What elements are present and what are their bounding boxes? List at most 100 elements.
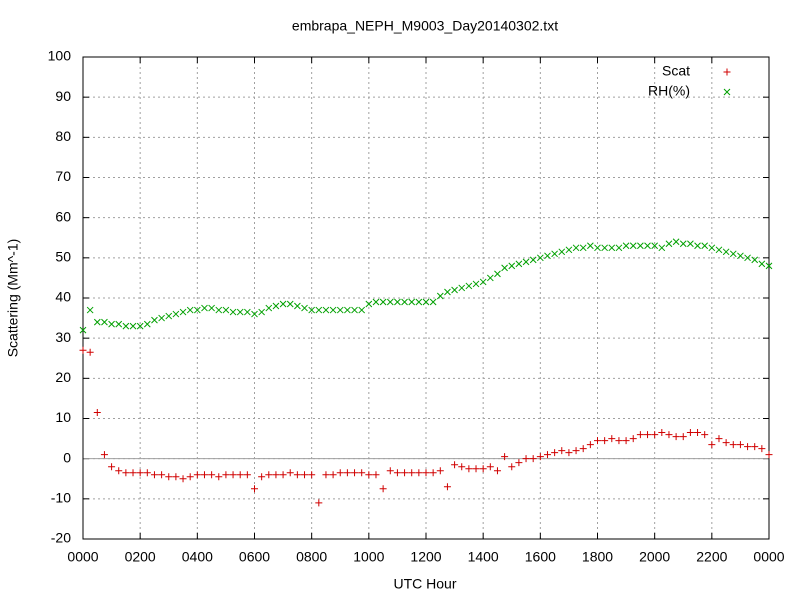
- data-point: [493, 467, 501, 475]
- data-point: [679, 433, 687, 441]
- y-axis-label: Scattering (Mm^-1): [5, 239, 21, 358]
- legend-label: Scat: [662, 63, 690, 79]
- data-point: [501, 264, 508, 272]
- data-point: [244, 308, 251, 316]
- legend-marker: [723, 68, 731, 76]
- data-point: [572, 244, 580, 252]
- data-point: [765, 262, 773, 270]
- data-point: [129, 322, 137, 330]
- data-point: [544, 252, 551, 260]
- data-point: [208, 304, 215, 312]
- data-point: [665, 431, 673, 439]
- data-point: [636, 431, 644, 439]
- y-tick-label: 90: [55, 88, 71, 104]
- data-point: [644, 431, 652, 439]
- y-tick-label: 40: [55, 289, 71, 305]
- data-point: [265, 304, 273, 312]
- x-tick-label: 0400: [182, 549, 213, 565]
- data-point: [543, 451, 551, 459]
- data-point: [308, 306, 316, 314]
- data-point: [150, 471, 158, 479]
- data-point: [215, 306, 223, 314]
- data-point: [429, 469, 437, 477]
- data-point: [508, 463, 516, 471]
- data-point: [465, 282, 473, 290]
- x-tick-label: 2200: [696, 549, 727, 565]
- data-point: [272, 302, 280, 310]
- data-point: [229, 471, 237, 479]
- data-point: [458, 463, 466, 471]
- data-point: [729, 441, 737, 449]
- data-point: [551, 250, 558, 258]
- x-tick-label: 1800: [582, 549, 613, 565]
- data-point: [115, 320, 123, 328]
- data-point: [722, 248, 730, 256]
- data-point: [744, 443, 752, 451]
- data-point: [679, 240, 687, 248]
- x-axis-label: UTC Hour: [393, 576, 456, 592]
- data-point: [108, 320, 115, 328]
- data-point: [587, 242, 594, 250]
- data-point: [215, 473, 223, 481]
- data-point: [758, 260, 766, 268]
- y-tick-label: 100: [48, 48, 72, 64]
- data-point: [372, 298, 380, 306]
- data-point: [579, 244, 587, 252]
- data-point: [294, 302, 301, 310]
- data-point: [422, 469, 430, 477]
- data-point: [251, 310, 258, 318]
- data-point: [651, 242, 659, 250]
- data-point: [737, 252, 744, 260]
- data-point: [751, 443, 759, 451]
- data-point: [386, 467, 394, 475]
- x-tick-label: 1600: [525, 549, 556, 565]
- data-point: [279, 471, 287, 479]
- data-point: [744, 254, 751, 262]
- data-point: [694, 242, 701, 250]
- data-point: [351, 306, 358, 314]
- data-point: [672, 433, 680, 441]
- data-point: [315, 499, 323, 507]
- data-point: [286, 300, 294, 308]
- data-point: [572, 447, 580, 455]
- data-point: [629, 242, 637, 250]
- x-tick-label: 0000: [753, 549, 784, 565]
- data-point: [629, 435, 637, 443]
- y-tick-label: 30: [55, 329, 71, 345]
- data-point: [379, 298, 387, 306]
- data-point: [686, 429, 694, 437]
- data-point: [172, 310, 180, 318]
- y-tick-label: 0: [63, 449, 71, 465]
- data-point: [193, 471, 201, 479]
- data-point: [386, 298, 394, 306]
- data-point: [415, 469, 423, 477]
- data-point: [694, 429, 702, 437]
- data-point: [465, 465, 473, 473]
- data-point: [701, 431, 709, 439]
- x-tick-label: 0600: [239, 549, 270, 565]
- data-point: [372, 471, 380, 479]
- y-tick-label: 70: [55, 168, 71, 184]
- data-point: [443, 483, 451, 491]
- data-point: [172, 473, 180, 481]
- y-tick-label: 80: [55, 128, 71, 144]
- data-point: [729, 250, 737, 258]
- data-point: [301, 471, 309, 479]
- y-tick-label: 60: [55, 208, 71, 224]
- data-point: [293, 471, 301, 479]
- data-point: [408, 298, 416, 306]
- data-point: [522, 258, 530, 266]
- data-point: [622, 242, 630, 250]
- data-point: [272, 471, 280, 479]
- data-point: [286, 469, 294, 477]
- data-point: [672, 238, 680, 246]
- data-point: [486, 274, 494, 282]
- data-point: [208, 471, 216, 479]
- data-point: [186, 306, 194, 314]
- data-point: [594, 244, 601, 252]
- data-point: [258, 308, 265, 316]
- data-point: [444, 288, 451, 296]
- data-point: [515, 260, 523, 268]
- data-point: [415, 298, 423, 306]
